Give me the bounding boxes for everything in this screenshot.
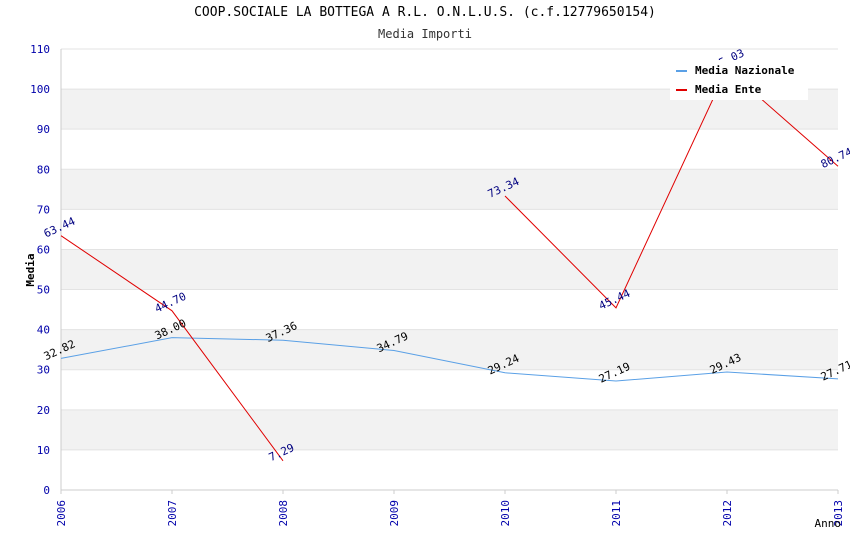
y-tick-label: 80 (37, 163, 50, 176)
legend-item-media-ente: Media Ente (676, 83, 761, 99)
x-tick-label: 2007 (166, 500, 179, 527)
legend-label: Media Nazionale (695, 64, 795, 77)
grid-band (61, 169, 838, 210)
legend-label: Media Ente (695, 83, 762, 96)
y-tick-label: 10 (37, 444, 50, 457)
x-tick-label: 2010 (499, 500, 512, 527)
y-tick-label: 50 (37, 284, 50, 297)
x-axis-title: Anno (815, 517, 842, 530)
x-tick-label: 2011 (610, 500, 623, 527)
legend-swatch (676, 70, 687, 72)
y-axis-title: Media (24, 253, 37, 286)
y-tick-label: 30 (37, 364, 50, 377)
grid-band (61, 409, 838, 450)
chart-title: COOP.SOCIALE LA BOTTEGA A R.L. O.N.L.U.S… (194, 5, 656, 20)
y-tick-label: 90 (37, 123, 50, 136)
legend: Media Nazionale Media Ente (670, 60, 808, 100)
x-tick-label: 2013 (832, 500, 845, 527)
series-line-1 (60, 235, 284, 462)
grid-band (61, 129, 838, 170)
legend-item-media-nazionale: Media Nazionale (676, 64, 794, 80)
grid-band (61, 289, 838, 330)
y-tick-label: 40 (37, 324, 50, 337)
grid-band (61, 209, 838, 250)
x-tick-label: 2012 (721, 500, 734, 527)
series-line-0 (60, 337, 839, 382)
x-tick-label: 2009 (388, 500, 401, 527)
legend-swatch (676, 89, 687, 91)
y-tick-label: 100 (30, 83, 50, 96)
y-tick-label: 110 (30, 43, 50, 56)
grid-band (61, 449, 838, 490)
x-tick-label: 2006 (55, 500, 68, 527)
chart-subtitle: Media Importi (378, 27, 472, 41)
y-tick-label: 60 (37, 243, 50, 256)
y-tick-label: 20 (37, 404, 50, 417)
grid-band (61, 249, 838, 290)
y-tick-label: 0 (43, 484, 50, 497)
grid-band (61, 369, 838, 410)
series-line-1 (504, 68, 839, 309)
x-tick-label: 2008 (277, 500, 290, 527)
y-tick-label: 70 (37, 203, 50, 216)
